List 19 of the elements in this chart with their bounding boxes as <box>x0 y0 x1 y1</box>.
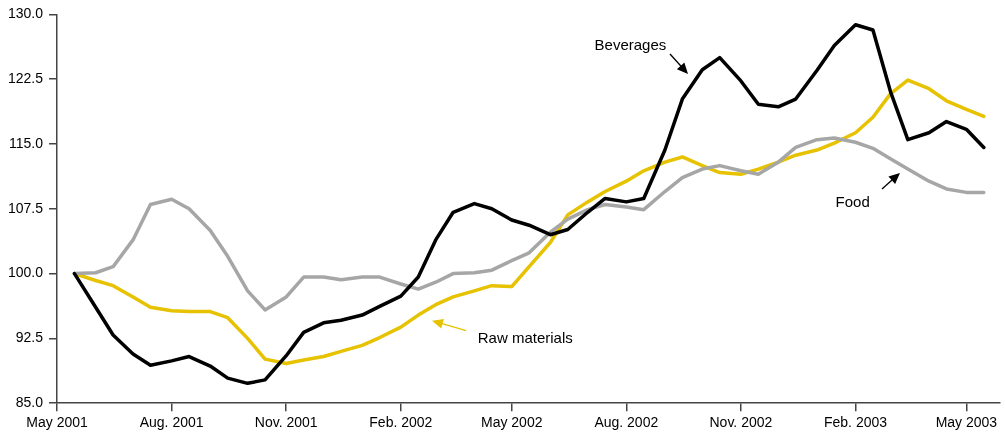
x-tick-label: May 2002 <box>480 414 543 431</box>
text: Raw materials <box>477 328 573 346</box>
x-tick-label: May 2001 <box>26 414 88 431</box>
y-tick-label: 122.5 <box>7 70 44 87</box>
y-tick-label: 115.0 <box>9 134 44 151</box>
x-tick-label: Aug. 2002 <box>594 414 659 431</box>
y-tick-label: 130.0 <box>7 5 44 22</box>
y-tick-label: 92.5 <box>15 329 44 346</box>
x-tick-label: May 2003 <box>935 414 998 431</box>
y-tick-label: 85.0 <box>15 394 44 411</box>
y-tick-label: 107.5 <box>7 199 44 216</box>
x-tick-label: Feb. 2002 <box>369 414 433 431</box>
x-tick-label: Nov. 2002 <box>709 414 773 431</box>
text: Food <box>835 193 870 211</box>
x-tick-label: Aug. 2001 <box>139 414 204 431</box>
y-tick-label: 100.0 <box>7 264 44 281</box>
x-tick-label: Nov. 2001 <box>254 414 318 431</box>
x-tick-label: Feb. 2003 <box>823 414 888 431</box>
text: Beverages <box>594 35 667 53</box>
